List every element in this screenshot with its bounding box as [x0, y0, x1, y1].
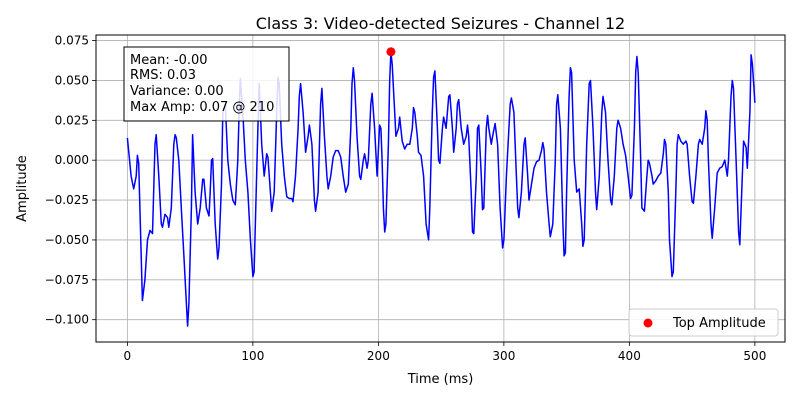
y-tick-label: −0.025 — [45, 193, 89, 207]
y-axis-label: Amplitude — [15, 155, 30, 222]
y-tick-label: −0.100 — [45, 313, 89, 327]
x-tick-label: 200 — [367, 349, 390, 363]
y-tick-label: −0.050 — [45, 233, 89, 247]
stats-variance: Variance: 0.00 — [130, 84, 224, 99]
stats-mean: Mean: -0.00 — [130, 53, 208, 68]
legend-frame — [628, 308, 779, 337]
y-tick-label: 0.050 — [55, 73, 89, 87]
x-tick-label: 300 — [492, 349, 515, 363]
x-tick-label: 500 — [743, 349, 766, 363]
x-tick-label: 100 — [241, 349, 264, 363]
stats-rms: RMS: 0.03 — [130, 68, 196, 83]
x-axis-ticks: 0 100 200 300 400 500 — [124, 342, 766, 363]
stats-box-frame — [123, 46, 290, 122]
y-tick-label: 0.000 — [55, 153, 89, 167]
y-tick-label: −0.075 — [45, 273, 89, 287]
signal-line — [126, 50, 756, 327]
y-tick-label: 0.075 — [55, 34, 89, 48]
stats-max-amp: Max Amp: 0.07 @ 210 — [130, 100, 274, 115]
y-tick-label: 0.025 — [55, 113, 89, 127]
y-axis-ticks: −0.100 −0.075 −0.050 −0.025 0.000 0.025 0.050 0… — [45, 34, 96, 327]
signal-series — [126, 50, 756, 327]
x-tick-label: 400 — [618, 349, 641, 363]
chart-title: Class 3: Video-detected Seizures - Chann… — [256, 14, 625, 33]
stats-box: Mean: -0.00 RMS: 0.03 Variance: 0.00 Max… — [123, 46, 290, 122]
x-tick-label: 0 — [124, 349, 132, 363]
top-amplitude-series — [386, 47, 396, 57]
plot-frame — [95, 34, 786, 343]
legend-label-top-amplitude: Top Amplitude — [672, 316, 766, 331]
top-amplitude-point — [386, 47, 396, 57]
legend: Top Amplitude — [628, 308, 779, 337]
legend-marker-icon — [643, 318, 653, 328]
x-axis-label: Time (ms) — [407, 372, 474, 387]
